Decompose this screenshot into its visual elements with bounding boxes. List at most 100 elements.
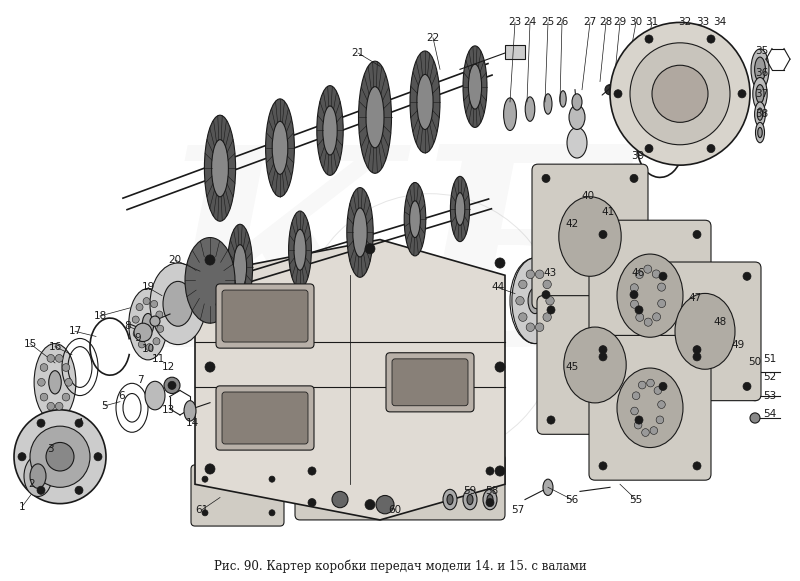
Circle shape	[630, 300, 638, 309]
Circle shape	[202, 510, 208, 516]
Ellipse shape	[227, 224, 253, 310]
Ellipse shape	[49, 371, 62, 394]
FancyBboxPatch shape	[191, 465, 284, 526]
Circle shape	[743, 382, 751, 390]
Ellipse shape	[142, 314, 154, 335]
Ellipse shape	[455, 193, 465, 225]
Ellipse shape	[675, 293, 735, 370]
Circle shape	[599, 346, 607, 354]
Text: 23: 23	[508, 17, 522, 27]
Circle shape	[55, 354, 63, 362]
Circle shape	[495, 466, 505, 476]
Text: 1: 1	[18, 501, 26, 512]
Circle shape	[132, 316, 139, 323]
Ellipse shape	[626, 255, 670, 336]
Text: 57: 57	[511, 505, 525, 515]
Text: 10: 10	[142, 344, 154, 354]
FancyBboxPatch shape	[222, 290, 308, 342]
Ellipse shape	[526, 97, 534, 121]
Text: 20: 20	[169, 255, 182, 265]
Circle shape	[750, 413, 760, 423]
Circle shape	[599, 231, 607, 239]
Ellipse shape	[617, 254, 683, 337]
Ellipse shape	[30, 464, 46, 489]
Ellipse shape	[234, 245, 246, 289]
Text: 59: 59	[463, 486, 477, 496]
Ellipse shape	[487, 494, 493, 505]
Text: 53: 53	[763, 390, 777, 400]
Circle shape	[526, 323, 534, 332]
Circle shape	[164, 377, 180, 393]
Ellipse shape	[569, 105, 585, 130]
Ellipse shape	[758, 127, 762, 138]
Circle shape	[153, 338, 160, 345]
Ellipse shape	[504, 98, 517, 131]
Circle shape	[332, 492, 348, 508]
Circle shape	[638, 381, 646, 389]
Circle shape	[535, 270, 544, 278]
Circle shape	[630, 174, 638, 182]
FancyBboxPatch shape	[537, 296, 653, 435]
Circle shape	[269, 476, 275, 482]
Circle shape	[743, 272, 751, 281]
Circle shape	[635, 270, 643, 278]
Text: 19: 19	[142, 282, 154, 292]
Text: 43: 43	[543, 268, 557, 278]
Text: 6: 6	[118, 390, 126, 400]
Ellipse shape	[467, 494, 473, 505]
Circle shape	[535, 323, 544, 332]
Ellipse shape	[184, 401, 196, 421]
Ellipse shape	[567, 127, 587, 158]
Text: 60: 60	[389, 505, 402, 515]
Circle shape	[365, 243, 375, 254]
Ellipse shape	[163, 281, 193, 327]
Text: 15: 15	[23, 339, 37, 349]
Text: 55: 55	[630, 494, 642, 504]
Ellipse shape	[558, 197, 622, 277]
Circle shape	[542, 174, 550, 182]
Circle shape	[659, 272, 667, 281]
Text: 52: 52	[763, 372, 777, 382]
FancyBboxPatch shape	[589, 335, 711, 480]
Ellipse shape	[642, 284, 654, 308]
Ellipse shape	[404, 182, 426, 256]
Ellipse shape	[617, 368, 683, 447]
Circle shape	[518, 280, 527, 289]
Text: 7: 7	[137, 375, 143, 385]
Ellipse shape	[463, 46, 487, 127]
Circle shape	[202, 476, 208, 482]
Text: 11: 11	[151, 354, 165, 364]
Circle shape	[18, 453, 26, 461]
Circle shape	[546, 296, 554, 305]
Text: 25: 25	[542, 17, 554, 27]
FancyBboxPatch shape	[295, 454, 505, 520]
Circle shape	[37, 419, 45, 427]
Circle shape	[40, 393, 48, 401]
Ellipse shape	[289, 211, 311, 289]
FancyBboxPatch shape	[222, 392, 308, 444]
Text: 61: 61	[195, 505, 209, 515]
Circle shape	[644, 318, 652, 327]
Text: КБ: КБ	[155, 136, 645, 404]
Text: 54: 54	[763, 409, 777, 419]
Text: 48: 48	[714, 317, 726, 327]
Ellipse shape	[358, 61, 391, 173]
Circle shape	[75, 486, 83, 494]
Circle shape	[205, 362, 215, 372]
Ellipse shape	[347, 188, 374, 277]
Text: 29: 29	[614, 17, 626, 27]
Circle shape	[630, 407, 638, 415]
Polygon shape	[195, 239, 505, 520]
Circle shape	[693, 462, 701, 470]
Circle shape	[62, 393, 70, 401]
Circle shape	[693, 231, 701, 239]
Circle shape	[205, 464, 215, 474]
Text: Рис. 90. Картер коробки передач модели 14. и 15. с валами: Рис. 90. Картер коробки передач модели 1…	[214, 560, 586, 573]
Circle shape	[205, 255, 215, 265]
Ellipse shape	[317, 85, 343, 175]
FancyBboxPatch shape	[392, 359, 468, 406]
Ellipse shape	[150, 263, 206, 345]
Ellipse shape	[463, 489, 477, 510]
Text: 38: 38	[755, 109, 769, 119]
Circle shape	[150, 300, 158, 307]
